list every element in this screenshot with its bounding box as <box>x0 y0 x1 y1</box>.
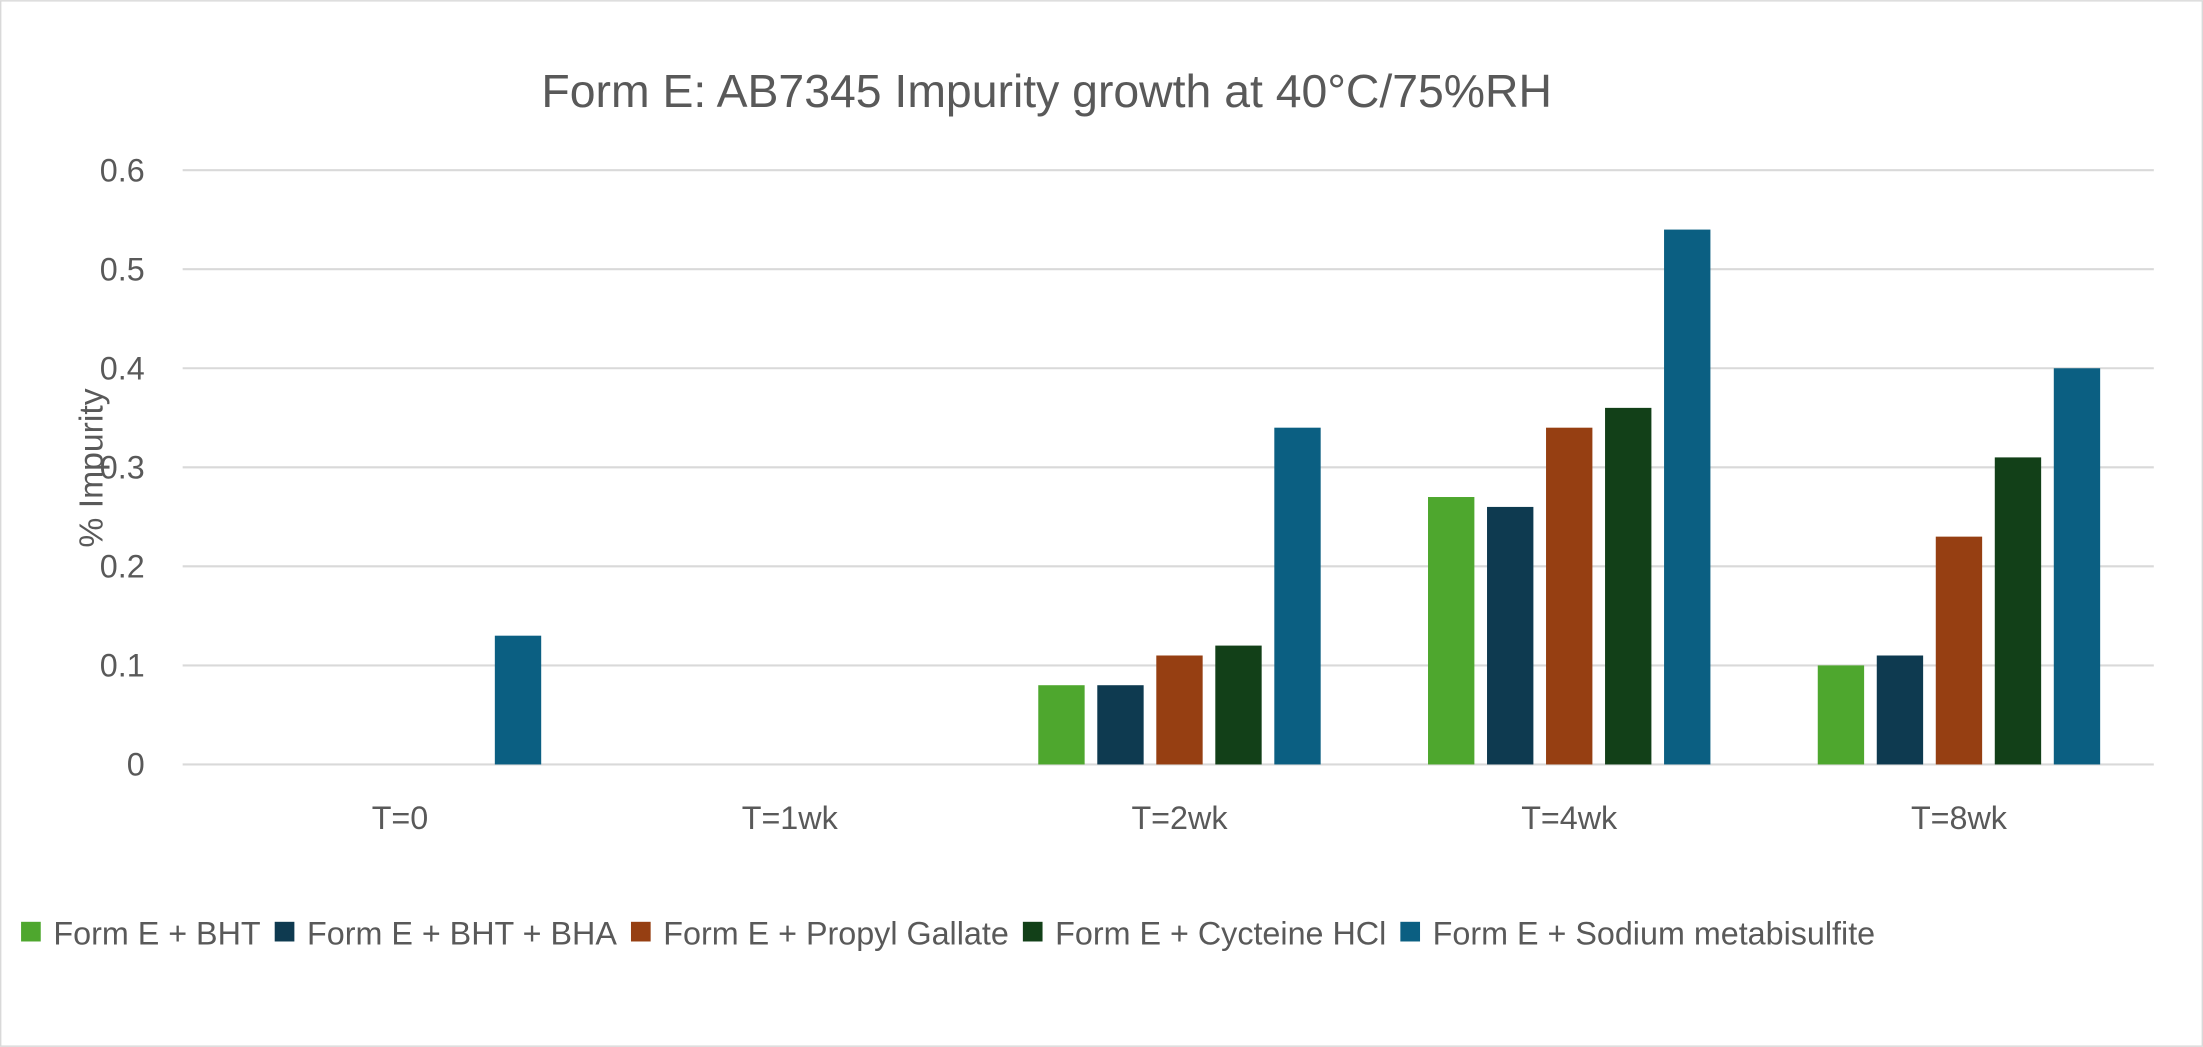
legend-swatch <box>1400 921 1421 942</box>
legend-label: Form E + Sodium metabisulfite <box>1433 915 1875 951</box>
y-tick-label: 0.6 <box>100 152 145 188</box>
legend-item: Form E + Cycteine HCl <box>1022 915 1386 951</box>
bar <box>1274 427 1321 765</box>
x-tick-label: T=1wk <box>742 800 839 836</box>
x-tick-label: T=2wk <box>1131 800 1228 836</box>
legend-item: Form E + Sodium metabisulfite <box>1400 915 1875 951</box>
x-tick-label: T=0 <box>372 800 429 836</box>
legend-swatch <box>274 921 295 942</box>
legend-item: Form E + Propyl Gallate <box>630 915 1009 951</box>
bar <box>494 635 542 765</box>
legend-swatch <box>1022 921 1043 942</box>
y-tick-label: 0.3 <box>100 450 145 486</box>
bar <box>1876 655 1924 765</box>
bar <box>1605 407 1652 765</box>
chart-title: Form E: AB7345 Impurity growth at 40°C/7… <box>541 65 1552 117</box>
bar <box>1156 655 1203 765</box>
bar <box>1097 685 1144 765</box>
x-tick-label: T=4wk <box>1521 800 1618 836</box>
legend-label: Form E + Propyl Gallate <box>663 915 1009 951</box>
bar <box>2053 368 2101 765</box>
y-tick-label: 0.5 <box>100 251 145 287</box>
y-tick-label: 0.1 <box>100 648 145 684</box>
y-tick-label: 0.2 <box>100 549 145 585</box>
legend-label: Form E + BHT + BHA <box>307 915 617 951</box>
bar <box>1935 536 1983 765</box>
legend-label: Form E + BHT <box>53 915 260 951</box>
legend-swatch <box>21 921 41 942</box>
y-axis-label: % Impurity <box>73 388 111 547</box>
bar <box>1428 497 1475 765</box>
bar <box>1546 427 1593 765</box>
legend-label: Form E + Cycteine HCl <box>1055 915 1386 951</box>
legend-item: Form E + BHT <box>21 915 261 951</box>
bar <box>1817 665 1865 765</box>
y-tick-label: 0.4 <box>100 350 145 386</box>
legend-item: Form E + BHT + BHA <box>274 915 617 951</box>
x-tick-label: T=8wk <box>1911 800 2008 836</box>
legend-swatch <box>630 921 651 942</box>
y-tick-label: 0 <box>127 747 145 783</box>
bar <box>1487 506 1534 765</box>
bar <box>1994 457 2042 765</box>
bar <box>1215 645 1262 765</box>
bar <box>1664 229 1711 765</box>
bar <box>1038 685 1085 765</box>
